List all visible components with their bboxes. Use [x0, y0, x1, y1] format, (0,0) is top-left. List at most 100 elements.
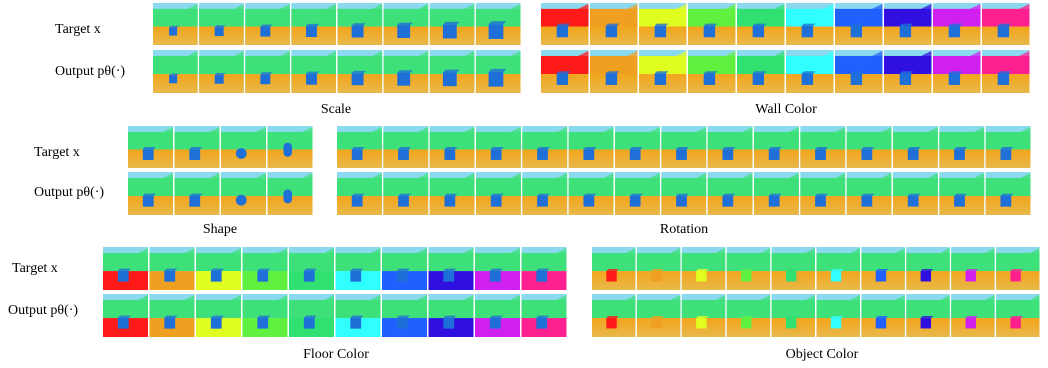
thumbnail: [221, 172, 266, 215]
thumbnail: [268, 126, 313, 168]
thumbnail: [476, 3, 521, 45]
thumbnail: [817, 247, 860, 290]
thumbnail: [175, 126, 220, 168]
thumbnail: [128, 172, 173, 215]
thumbnail: [847, 172, 892, 215]
thumbnail: [639, 50, 687, 93]
thumbnail: [754, 126, 799, 168]
thumbnail: [800, 126, 845, 168]
thumbnail: [289, 247, 334, 290]
thumbnail: [338, 3, 383, 45]
thumbnail: [754, 172, 799, 215]
thumbnail: [291, 50, 336, 93]
thumbnail: [429, 294, 474, 337]
thumbnail: [737, 50, 785, 93]
thumbnail: [893, 172, 938, 215]
thumbnail: [150, 247, 195, 290]
thumbnail: [382, 247, 427, 290]
thumbnail: [476, 126, 521, 168]
thumbnail: [639, 3, 687, 45]
thumbnail: [150, 294, 195, 337]
thumbnail: [637, 294, 680, 337]
thumbnail: [906, 294, 949, 337]
thumbnail: [933, 3, 981, 45]
thumbnail: [986, 126, 1031, 168]
panel-caption: Scale: [321, 102, 351, 117]
panel-caption: Floor Color: [303, 347, 369, 362]
thumbnail: [615, 172, 660, 215]
thumbnail: [592, 294, 635, 337]
thumbnail: [336, 247, 381, 290]
thumbnail: [337, 172, 382, 215]
thumbnail: [939, 126, 984, 168]
thumbnail: [383, 172, 428, 215]
thumbnail: [996, 247, 1039, 290]
thumbnail: [772, 294, 815, 337]
thumbnail: [800, 172, 845, 215]
thumbnail: [475, 294, 520, 337]
thumbnail: [835, 50, 883, 93]
thumbnail: [933, 50, 981, 93]
thumbnail: [982, 50, 1030, 93]
thumbnail: [336, 294, 381, 337]
thumbnail: [128, 126, 173, 168]
thumbnail: [737, 3, 785, 45]
thumbnail: [289, 294, 334, 337]
thumbnail: [986, 172, 1031, 215]
thumbnail: [996, 294, 1039, 337]
thumbnail: [522, 172, 567, 215]
thumbnail: [835, 3, 883, 45]
row-label: Target x: [34, 145, 80, 160]
thumbnail: [476, 50, 521, 93]
thumbnail: [196, 294, 241, 337]
thumbnail: [939, 172, 984, 215]
thumbnail: [291, 3, 336, 45]
row-label: Output pθ(·): [34, 185, 104, 200]
thumbnail: [682, 294, 725, 337]
thumbnail: [245, 3, 290, 45]
thumbnail: [175, 172, 220, 215]
thumbnail: [884, 50, 932, 93]
row-label: Target x: [55, 22, 101, 37]
thumbnail: [688, 50, 736, 93]
row-label: Target x: [12, 261, 58, 276]
thumbnail: [861, 294, 904, 337]
thumbnail: [688, 3, 736, 45]
thumbnail: [384, 50, 429, 93]
thumbnail: [103, 247, 148, 290]
row-label: Output pθ(·): [55, 64, 125, 79]
thumbnail: [951, 294, 994, 337]
thumbnail: [682, 247, 725, 290]
thumbnail: [199, 3, 244, 45]
thumbnail: [430, 3, 475, 45]
thumbnail: [337, 126, 382, 168]
thumbnail: [475, 247, 520, 290]
thumbnail: [893, 126, 938, 168]
thumbnail: [884, 3, 932, 45]
thumbnail: [430, 126, 475, 168]
thumbnail: [243, 294, 288, 337]
thumbnail: [243, 247, 288, 290]
thumbnail: [541, 50, 589, 93]
panel-caption: Wall Color: [755, 102, 817, 117]
thumbnail: [429, 247, 474, 290]
thumbnail: [727, 294, 770, 337]
row-label: Output pθ(·): [8, 303, 78, 318]
thumbnail: [522, 247, 567, 290]
panel-caption: Rotation: [660, 222, 708, 237]
thumbnail: [199, 50, 244, 93]
thumbnail: [153, 50, 198, 93]
thumbnail: [338, 50, 383, 93]
thumbnail: [817, 294, 860, 337]
panel-caption: Shape: [203, 222, 237, 237]
thumbnail: [384, 3, 429, 45]
thumbnail: [590, 50, 638, 93]
thumbnail: [541, 3, 589, 45]
thumbnail: [221, 126, 266, 168]
thumbnail: [430, 50, 475, 93]
thumbnail: [522, 126, 567, 168]
thumbnail: [708, 126, 753, 168]
figure: Target x Output pθ(·) Scale Wall Color T…: [0, 0, 1048, 368]
thumbnail: [590, 3, 638, 45]
thumbnail: [661, 172, 706, 215]
